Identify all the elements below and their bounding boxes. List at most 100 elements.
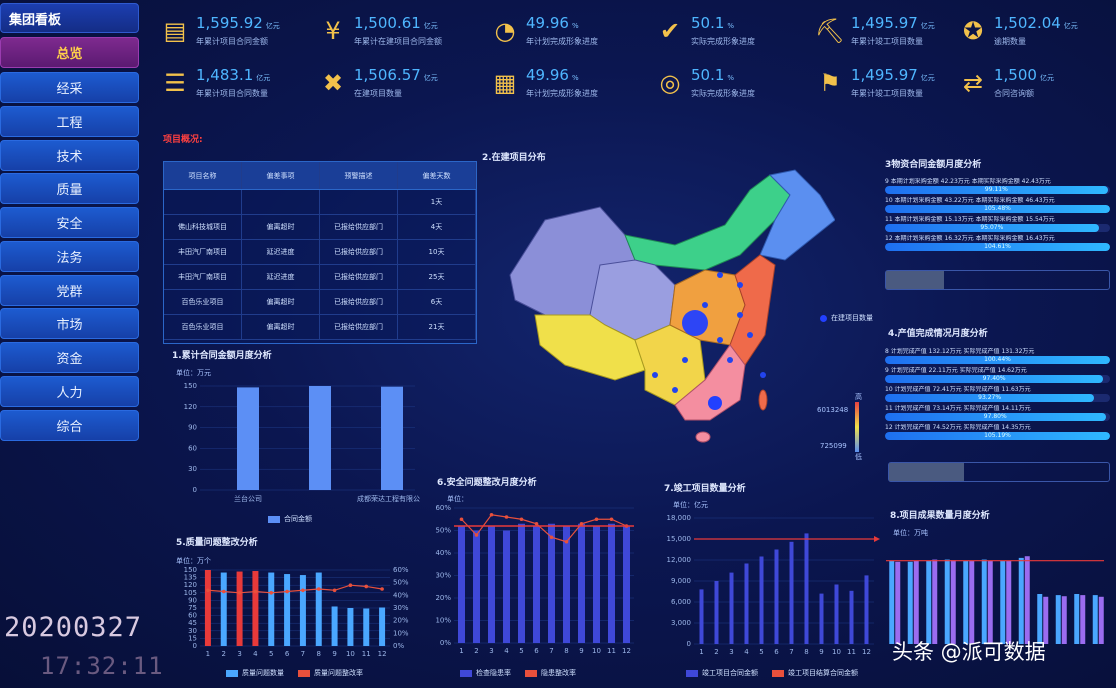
chart5-point [332,588,337,593]
table-row[interactable]: 百色乐业项目 偏离超时 已报给供应部门 6天 [164,290,476,315]
kpi-label: 年计划完成形象进度 [526,89,598,98]
chart4-progress-list[interactable]: 8 计划完成产值 132.12万元 实际完成产值 131.32万元 100.44%… [885,348,1110,443]
kpi-value: 49.96% [526,66,579,84]
sidebar-item-hr[interactable]: 人力 [0,376,139,407]
category-label: 成都荣达工程有限公司 [357,494,420,503]
table-row[interactable]: 丰田汽厂南项目 延迟进度 已报给供应部门 25天 [164,265,476,290]
sidebar-item-funds[interactable]: 资金 [0,342,139,373]
progress-row[interactable]: 10 计划完成产值 72.41万元 实际完成产值 11.63万元 93.27% [885,386,1110,402]
sidebar-item-legal[interactable]: 法务 [0,241,139,272]
axis-tick-label: 10% [393,629,409,637]
table-row[interactable]: 丰田汽厂南项目 延迟进度 已报给供应部门 10天 [164,240,476,265]
chart6-combo-chart[interactable]: 0%10%20%30%40%50%60%1 2 3 4 5 6 7 8 9 10 11 12 [432,502,642,660]
table-header-cell[interactable]: 项目名称 [164,162,242,189]
kpi-card[interactable]: ⇄ 1,500 亿元 合同咨询额 [958,66,1116,106]
chart4-scroll-thumb[interactable] [889,463,964,481]
legend-swatch [686,669,698,677]
kpi-label: 年累计项目合同金额 [196,37,268,46]
sidebar-item-safety[interactable]: 安全 [0,207,139,238]
kpi-unit: 亿元 [265,22,280,30]
legend-high: 高 [855,393,862,401]
progress-row[interactable]: 9 计划完成产值 22.11万元 实际完成产值 14.62万元 97.40% [885,367,1110,383]
chart8-bar [1018,557,1024,644]
sidebar-item-procurement[interactable]: 经采 [0,72,139,103]
category-label: 11 [607,647,616,655]
chart3-scroll-thumb[interactable] [886,271,944,289]
chart4-title: 4.产值完成情况月度分析 [888,329,988,339]
kpi-card[interactable]: ¥1,500.61 亿元 年累计在建项目合同金额 [318,14,478,54]
category-label: 7 [549,647,553,655]
chart5-bar [284,574,291,646]
progress-row[interactable]: 11 计划完成产值 73.14万元 实际完成产值 14.11万元 97.80% [885,405,1110,421]
progress-row[interactable]: 12 计划完成产值 74.52万元 实际完成产值 14.35万元 105.19% [885,424,1110,440]
chart3-title: 3物资合同金额月度分析 [885,160,982,170]
table-body[interactable]: 1天 佛山科技城项目 偏离超时 已报给供应部门 4天 丰田汽厂南项目 延迟进度 已报给供应部门… [164,190,476,340]
kpi-card[interactable]: ✔ 50.1% 实际完成形象进度 [655,14,815,54]
map-point-legend-icon [820,314,827,322]
chart7-bar [744,563,749,644]
kpi-unit: 亿元 [1039,74,1054,82]
chart4-scrollbar[interactable] [888,462,1110,482]
china-map[interactable] [505,165,835,450]
medal-icon: ✪ [962,17,984,45]
kpi-card[interactable]: ✪ 1,502.04 亿元 逾期数量 [958,14,1116,54]
kpi-card[interactable]: ▦ 49.96% 年计划完成形象进度 [490,66,650,106]
table-header-cell[interactable]: 预警描述 [320,162,398,189]
kpi-card[interactable]: ▤ 1,595.92 亿元 年累计项目合同金额 [160,14,320,54]
table-row[interactable]: 1天 [164,190,476,215]
kpi-value: 1,506.57 亿元 [354,66,438,84]
chart8-combo-chart[interactable] [880,540,1112,650]
category-label: 11 [362,650,371,658]
axis-tick-label: 3,000 [671,619,691,627]
sidebar-item-quality[interactable]: 质量 [0,173,139,204]
table-header-cell[interactable]: 偏差事项 [242,162,320,189]
chart6-bar [503,530,510,643]
kpi-card[interactable]: ◔ 49.96% 年计划完成形象进度 [490,14,650,54]
kpi-card[interactable]: ◎ 50.1% 实际完成形象进度 [655,66,815,106]
map-color-legend[interactable]: 6013248 725099 高 低 [817,393,877,461]
sidebar-item-technology[interactable]: 技术 [0,140,139,171]
kpi-value: 1,500 亿元 [994,66,1054,84]
map-point [747,332,753,338]
sidebar-item-general[interactable]: 综合 [0,410,139,441]
progress-row[interactable]: 9 本期计划采购金额 42.23万元 本期实际采购金额 42.43万元 99.11… [885,178,1110,194]
axis-tick-label: 60% [393,566,409,574]
chart8-bar [1043,596,1049,644]
table-cell: 已报给供应部门 [320,240,398,264]
chart5-point [285,589,289,594]
sidebar-item-party[interactable]: 党群 [0,275,139,306]
axis-tick-label: 90 [188,424,197,432]
table-row[interactable]: 百色乐业项目 偏离超时 已报给供应部门 21天 [164,315,476,340]
legend-gradient[interactable] [855,402,859,452]
table-header-cell[interactable]: 偏差天数 [398,162,476,189]
chart3-scrollbar[interactable] [885,270,1110,290]
kpi-card[interactable]: ⛏ 1,495.97 亿元 年累计竣工项目数量 [815,14,975,54]
table-cell: 4天 [398,215,476,239]
progress-row[interactable]: 12 本期计划采购金额 16.32万元 本期实际采购金额 16.43万元 104.… [885,235,1110,251]
legend-text: 质量问题整改率 [314,669,363,677]
sidebar-item-engineering[interactable]: 工程 [0,106,139,137]
kpi-value: 1,500.61 亿元 [354,14,438,32]
progress-track: 93.27% [885,394,1110,402]
kpi-card[interactable]: ☰ 1,483.1 亿元 年累计项目合同数量 [160,66,320,106]
chart5-combo-chart[interactable]: 01530456075901051201351500%10%20%30%40%5… [170,565,420,660]
chart3-progress-list[interactable]: 9 本期计划采购金额 42.23万元 本期实际采购金额 42.43万元 99.11… [885,178,1110,254]
table-row[interactable]: 佛山科技城项目 偏离超时 已报给供应部门 4天 [164,215,476,240]
sidebar-item-market[interactable]: 市场 [0,308,139,339]
chart6-point [609,517,614,522]
kpi-card[interactable]: ⚑ 1,495.97 亿元 年累计竣工项目数量 [815,66,975,106]
progress-label: 12 计划完成产值 74.52万元 实际完成产值 14.35万元 [885,424,1031,431]
progress-row[interactable]: 8 计划完成产值 132.12万元 实际完成产值 131.32万元 100.44% [885,348,1110,364]
kpi-unit: 亿元 [920,74,935,82]
sidebar-title[interactable]: 集团看板 [0,3,139,33]
axis-tick-label: 20% [435,594,451,602]
sidebar-item-overview[interactable]: 总览 [0,37,139,68]
kpi-unit: 亿元 [423,74,438,82]
chart7-arrow [874,536,880,542]
progress-row[interactable]: 10 本期计划采购金额 43.22万元 本期实际采购金额 46.43万元 105.… [885,197,1110,213]
progress-row[interactable]: 11 本期计划采购金额 15.13万元 本期实际采购金额 15.54万元 95.0… [885,216,1110,232]
chart1-bar-chart[interactable]: 0 30 60 90 120 150 兰台公司 成都荣达工程有限公司 [170,378,420,508]
chart5-point [301,588,305,593]
kpi-card[interactable]: ✖ 1,506.57 亿元 在建项目数量 [318,66,478,106]
